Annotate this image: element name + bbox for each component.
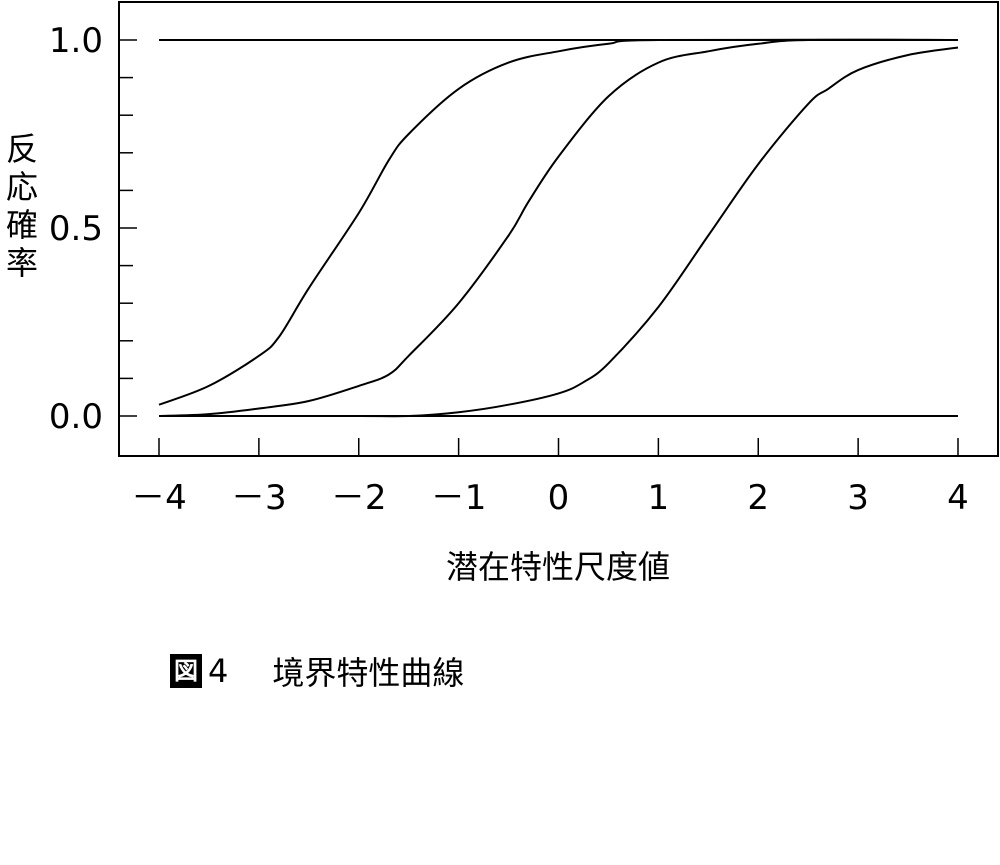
- y-tick-label: 0.0: [49, 397, 103, 437]
- curve-series-2: [158, 38, 959, 417]
- figure-badge: 図: [170, 654, 202, 688]
- x-tick-label: 4: [947, 478, 969, 518]
- y-tick-labels: 0.0 0.5 1.0: [49, 21, 103, 437]
- x-tick-label: 3: [847, 478, 869, 518]
- y-tick-label: 0.5: [49, 209, 103, 249]
- figure-title: 境界特性曲線: [272, 654, 465, 692]
- figure-number: 4: [208, 652, 229, 690]
- x-tick-labels: －4 －3 －2 －1 0 1 2 3 4: [131, 478, 969, 518]
- reference-lines: [159, 39, 958, 417]
- x-tick-label: －4: [131, 478, 187, 518]
- chart-svg: 0.0 0.5 1.0 －4 －3 －2 －1 0 1 2 3 4 潜在特性尺度値 反応確率: [6, 1, 999, 586]
- x-tick-label: －3: [231, 478, 287, 518]
- series-curves: [158, 38, 959, 418]
- tick-marks: [119, 39, 959, 456]
- x-tick-label: 0: [548, 478, 570, 518]
- curve-series-3: [158, 46, 959, 418]
- y-minor-ticks: [119, 76, 133, 380]
- y-tick-label: 1.0: [49, 21, 103, 61]
- x-axis-label: 潜在特性尺度値: [446, 548, 670, 586]
- curve-series-1: [158, 38, 959, 406]
- x-tick-label: 1: [648, 478, 670, 518]
- x-tick-label: 2: [747, 478, 769, 518]
- plot-frame: [118, 1, 999, 457]
- x-tick-label: －1: [431, 478, 487, 518]
- x-tick-label: －2: [331, 478, 387, 518]
- y-axis-label: 反応確率: [6, 130, 38, 282]
- figure-caption: 図 4 境界特性曲線: [170, 650, 464, 692]
